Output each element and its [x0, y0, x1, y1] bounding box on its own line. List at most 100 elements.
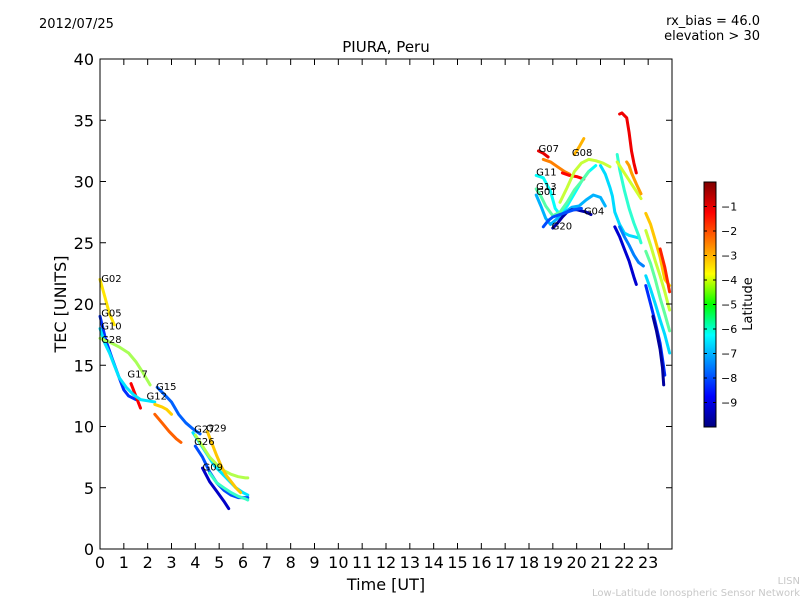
series-track — [618, 225, 645, 268]
series-line — [98, 336, 152, 387]
prn-label: G13 — [536, 182, 556, 193]
series-track — [618, 111, 638, 175]
prn-label: G28 — [101, 335, 121, 346]
series-line — [534, 170, 591, 218]
y-tick-label: 35 — [74, 111, 94, 130]
colorbar-tick-label: −4 — [721, 274, 737, 287]
prn-label: G04 — [584, 207, 604, 218]
prn-label: G10 — [101, 322, 121, 333]
colorbar-ticks: −1 −2 −3 −4 −5 −6 −7 −8 −9 — [704, 201, 737, 410]
prn-label: G27 — [194, 425, 214, 436]
colorbar-tick-label: −3 — [721, 250, 737, 263]
x-tick-label: 7 — [262, 553, 272, 572]
credit-short: LISN — [777, 576, 800, 587]
series-line — [201, 466, 231, 511]
series-track — [98, 327, 157, 404]
series-line — [153, 412, 183, 444]
series-line — [537, 149, 550, 159]
series-track — [201, 466, 231, 511]
prn-label: G11 — [536, 167, 556, 178]
x-tick-label: 6 — [238, 553, 248, 572]
date-label: 2012/07/25 — [39, 17, 114, 32]
series-track — [625, 160, 643, 196]
series-track — [537, 149, 550, 159]
x-tick-label: 8 — [286, 553, 296, 572]
y-tick-label: 10 — [74, 418, 94, 437]
series-track — [644, 229, 672, 312]
prn-label: G01 — [536, 187, 556, 198]
prn-label: G15 — [156, 382, 176, 393]
series-track — [572, 137, 586, 156]
series-line — [644, 249, 672, 333]
x-tick-label: 19 — [543, 553, 563, 572]
x-tick-label: 13 — [400, 553, 420, 572]
series-line — [541, 157, 571, 176]
colorbar-label: Latitude — [741, 277, 756, 331]
x-tick-label: 9 — [309, 553, 319, 572]
y-tick-label: 5 — [84, 479, 94, 498]
rx-bias-label: rx_bias = 46.0 — [666, 14, 760, 29]
x-tick-label: 5 — [214, 553, 224, 572]
series-line — [651, 314, 666, 387]
series-track — [541, 206, 583, 229]
x-tick-label: 0 — [95, 553, 105, 572]
series-track — [534, 170, 591, 218]
series-track — [208, 471, 250, 502]
series-line — [613, 225, 638, 286]
prn-label: G26 — [194, 437, 214, 448]
series-line — [658, 247, 672, 294]
series-track — [658, 247, 672, 294]
series-line — [155, 385, 202, 436]
series-line — [615, 153, 643, 245]
series-track — [599, 164, 641, 240]
colorbar-tick-label: −2 — [721, 225, 737, 238]
y-tick-label: 40 — [74, 50, 94, 69]
prn-label: G12 — [146, 392, 166, 403]
prn-label: G20 — [552, 221, 572, 232]
prn-label: G07 — [539, 144, 559, 155]
prn-label: G09 — [202, 463, 222, 474]
x-axis-label: Time [UT] — [346, 575, 425, 594]
x-tick-label: 4 — [190, 553, 200, 572]
series-line — [558, 157, 612, 204]
series-line — [618, 111, 638, 175]
y-tick-label: 20 — [74, 295, 94, 314]
series-track — [644, 211, 672, 288]
x-tick-label: 12 — [376, 553, 396, 572]
series-line — [208, 471, 250, 502]
series-track — [615, 153, 643, 245]
series-track — [644, 249, 672, 333]
colorbar-tick-label: −5 — [721, 299, 737, 312]
series-track — [558, 157, 612, 204]
y-tick-label: 0 — [84, 540, 94, 559]
x-tick-label: 14 — [423, 553, 443, 572]
series-track — [651, 314, 666, 387]
x-tick-label: 15 — [447, 553, 467, 572]
credit-long: Low-Latitude Ionospheric Sensor Network — [592, 588, 800, 599]
prn-label: G17 — [127, 370, 147, 381]
series-track — [155, 385, 202, 436]
y-tick-label: 15 — [74, 356, 94, 375]
series-track — [153, 402, 173, 416]
axes-layer: 0 1 2 3 4 5 6 7 8 9 10 11 12 13 14 15 16 17 18 19 20 21 22 2305… — [74, 50, 672, 572]
series-line — [625, 160, 643, 196]
series-line — [98, 327, 157, 404]
series-track — [205, 429, 243, 495]
colorbar-tick-label: −9 — [721, 397, 737, 410]
x-tick-label: 20 — [566, 553, 586, 572]
series-track — [613, 225, 638, 286]
series-track — [98, 278, 116, 327]
series-track — [153, 412, 183, 444]
x-tick-label: 22 — [614, 553, 634, 572]
prn-label: G02 — [101, 274, 121, 285]
series-track — [534, 193, 607, 226]
x-tick-label: 23 — [638, 553, 658, 572]
series-line — [644, 274, 672, 355]
series-line — [618, 225, 645, 268]
x-tick-label: 21 — [590, 553, 610, 572]
colorbar-tick-label: −8 — [721, 372, 737, 385]
colorbar-tick-label: −6 — [721, 323, 737, 336]
series-track — [541, 157, 571, 176]
y-tick-label: 30 — [74, 173, 94, 192]
x-tick-label: 3 — [166, 553, 176, 572]
